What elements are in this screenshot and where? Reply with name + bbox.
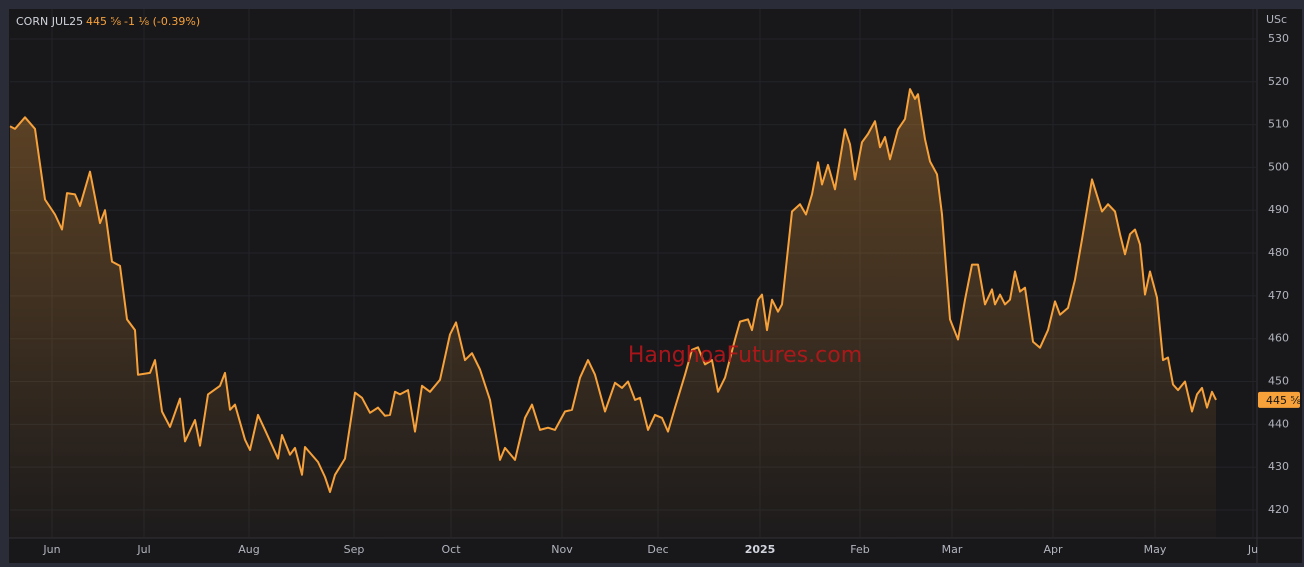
- x-tick-label: May: [1144, 543, 1167, 556]
- y-tick-label: 530: [1268, 32, 1289, 45]
- y-tick-label: 430: [1268, 460, 1289, 473]
- unit-label: USc: [1266, 13, 1287, 26]
- x-tick-label: Jun: [42, 543, 60, 556]
- y-tick-label: 510: [1268, 118, 1289, 131]
- x-tick-label: Sep: [344, 543, 365, 556]
- y-tick-label: 490: [1268, 203, 1289, 216]
- y-tick-label: 460: [1268, 332, 1289, 345]
- x-tick-label: Mar: [942, 543, 963, 556]
- price: 445 ⅝: [86, 15, 121, 28]
- y-tick-label: 450: [1268, 375, 1289, 388]
- y-tick-label: 420: [1268, 503, 1289, 516]
- x-tick-label: Dec: [647, 543, 668, 556]
- change: -1 ⅛ (-0.39%): [124, 15, 200, 28]
- price-tag: [1258, 391, 1300, 408]
- watermark: HanghoaFutures.com: [628, 343, 862, 368]
- y-tick-label: 520: [1268, 75, 1289, 88]
- chart-title: CORN JUL25: [16, 15, 83, 28]
- line: [9, 88, 1217, 493]
- price-tag-label: 445 ⅝: [1266, 394, 1301, 407]
- x-tick-label: Jul: [136, 543, 150, 556]
- area: [10, 89, 1216, 538]
- x-tick-label: Apr: [1043, 543, 1063, 556]
- x-tick-label: Nov: [551, 543, 573, 556]
- x-tick-label: Aug: [238, 543, 259, 556]
- x-tick-label: 2025: [745, 543, 776, 556]
- y-tick-label: 480: [1268, 246, 1289, 259]
- x-tick-label: Ju: [1247, 543, 1258, 556]
- y-tick-label: 470: [1268, 289, 1289, 302]
- y-tick-label: 440: [1268, 417, 1289, 430]
- x-tick-label: Feb: [850, 543, 869, 556]
- y-tick-label: 500: [1268, 160, 1289, 173]
- x-tick-label: Oct: [441, 543, 461, 556]
